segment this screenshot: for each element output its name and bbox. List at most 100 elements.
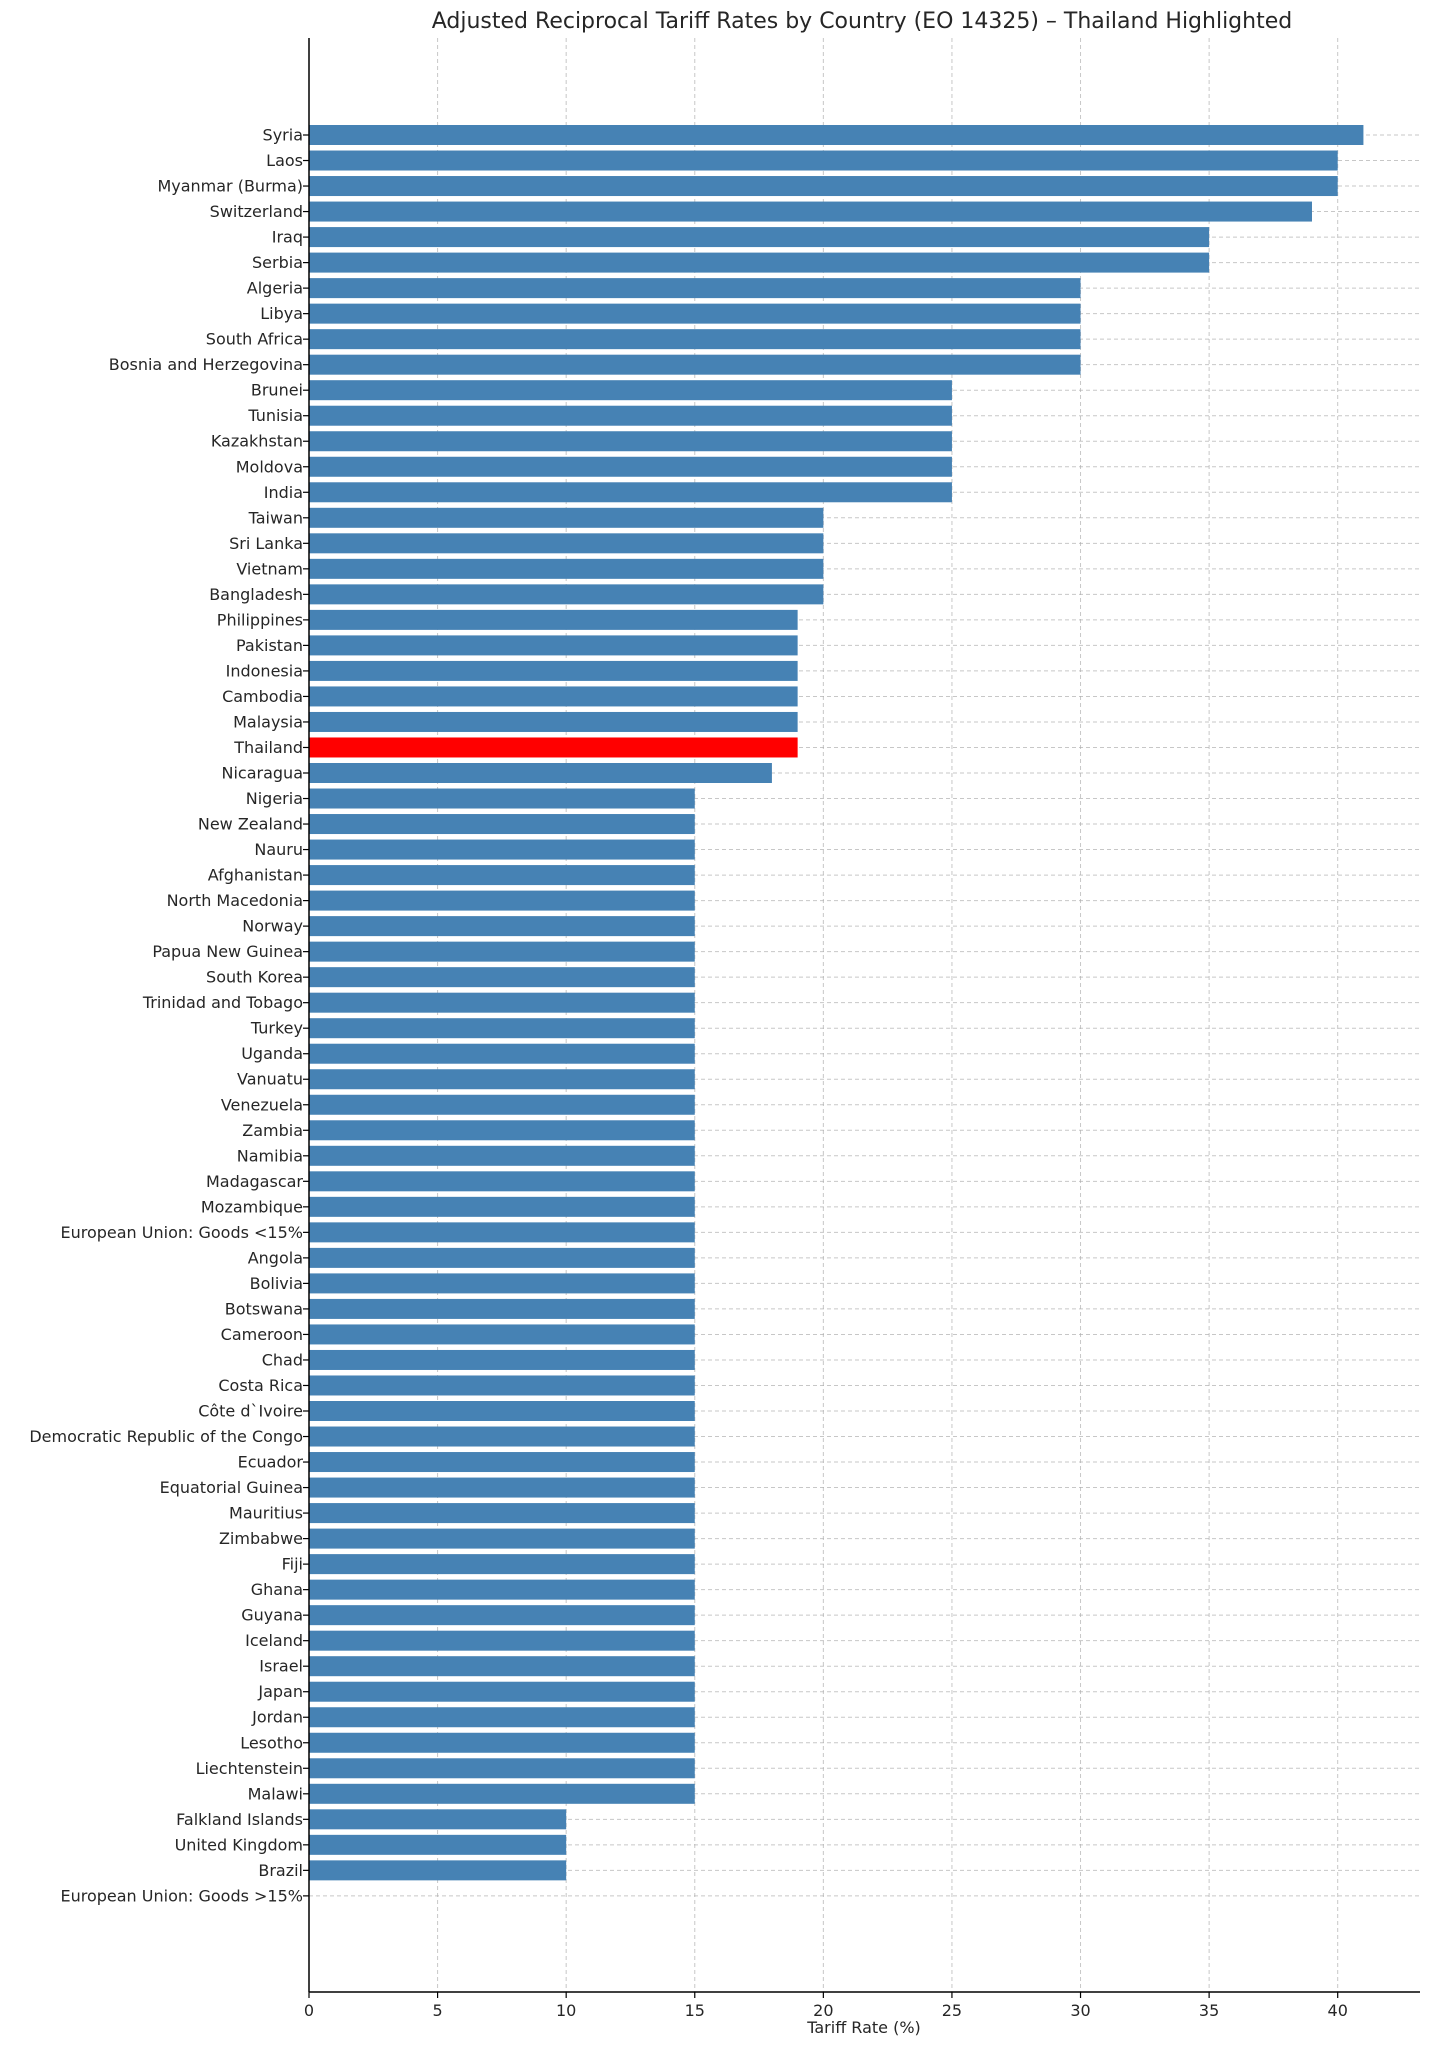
bar — [309, 1732, 695, 1753]
bar — [309, 1783, 695, 1804]
y-tick-label: Zimbabwe — [219, 1529, 303, 1548]
bar — [309, 1656, 695, 1677]
y-tick-label: Laos — [266, 151, 303, 170]
bar — [309, 1298, 695, 1319]
y-tick-label: Cambodia — [222, 687, 303, 706]
bar — [309, 558, 824, 579]
bar — [309, 814, 695, 835]
y-tick-label: Bangladesh — [209, 585, 303, 604]
bar — [309, 1094, 695, 1115]
x-tick-label: 10 — [556, 2001, 576, 2020]
y-tick-label: Liechtenstein — [196, 1759, 303, 1778]
bar — [309, 890, 695, 911]
bar — [309, 1758, 695, 1779]
y-tick-label: Papua New Guinea — [152, 942, 303, 961]
y-tick-label: Myanmar (Burma) — [157, 177, 303, 196]
bar — [309, 1834, 567, 1855]
bar — [309, 405, 952, 426]
bar — [309, 1171, 695, 1192]
bar — [309, 303, 1081, 324]
bar — [309, 763, 772, 783]
y-tick-label: Turkey — [250, 1019, 303, 1038]
y-tick-label: Fiji — [282, 1555, 303, 1574]
x-tick-label: 0 — [304, 2001, 314, 2020]
bar — [309, 609, 798, 630]
y-tick-label: Libya — [260, 304, 303, 323]
y-tick-label: Norway — [242, 917, 303, 936]
y-tick-label: Thailand — [233, 738, 303, 757]
bar — [309, 865, 695, 886]
y-tick-label: European Union: Goods >15% — [60, 1886, 303, 1905]
bar — [309, 176, 1338, 197]
y-tick-label: Iceland — [245, 1631, 303, 1650]
bar — [309, 1860, 567, 1881]
y-tick-label: Syria — [263, 126, 303, 145]
y-tick-label: Bosnia and Herzegovina — [109, 355, 303, 374]
y-tick-label: Afghanistan — [208, 866, 303, 885]
x-tick-label: 35 — [1199, 2001, 1219, 2020]
x-tick-label: 5 — [432, 2001, 442, 2020]
bar — [309, 1145, 695, 1166]
bar — [309, 1069, 695, 1090]
bar — [309, 1043, 695, 1064]
bar-highlighted — [309, 737, 798, 758]
x-axis-label: Tariff Rate (%) — [806, 2018, 921, 2037]
x-tick-labels: 0 5 10 15 20 25 30 35 40 — [304, 1992, 1348, 2020]
bar — [309, 1681, 695, 1702]
bar — [309, 278, 1081, 299]
y-tick-label: Guyana — [241, 1606, 303, 1625]
bar — [309, 1707, 695, 1728]
bar — [309, 967, 695, 988]
bar — [309, 380, 952, 401]
y-tick-label: Israel — [259, 1657, 303, 1676]
y-tick-label: Costa Rica — [218, 1376, 303, 1395]
bar — [309, 660, 798, 681]
y-tick-label: Kazakhstan — [211, 432, 303, 451]
x-tick-label: 25 — [942, 2001, 962, 2020]
y-tick-label: Mozambique — [201, 1197, 303, 1216]
y-tick-label: Madagascar — [206, 1172, 303, 1191]
y-tick-label: Lesotho — [240, 1733, 303, 1752]
y-tick-label: Philippines — [217, 610, 303, 629]
bar — [309, 941, 695, 962]
bar — [309, 1196, 695, 1217]
bar — [309, 788, 695, 809]
y-tick-label: Botswana — [225, 1299, 303, 1318]
y-tick-label: Brunei — [251, 381, 303, 400]
bar — [309, 1503, 695, 1524]
y-tick-label: Vietnam — [236, 559, 303, 578]
bar — [309, 227, 1210, 248]
x-tick-label: 40 — [1328, 2001, 1348, 2020]
bar — [309, 686, 798, 707]
bar — [309, 1349, 695, 1370]
bar — [309, 711, 798, 732]
y-tick-label: Iraq — [272, 228, 303, 247]
bar — [309, 1809, 567, 1830]
y-tick-label: Moldova — [236, 457, 303, 476]
y-tick-label: Japan — [257, 1682, 303, 1701]
bar — [309, 1247, 695, 1268]
bar — [309, 1452, 695, 1473]
y-tick-label: Equatorial Guinea — [160, 1478, 303, 1497]
bar — [309, 125, 1364, 145]
bar — [309, 916, 695, 937]
y-tick-labels: Syria Laos Myanmar (Burma) Switzerland Iraq S… — [29, 126, 309, 1905]
y-tick-label: New Zealand — [198, 815, 303, 834]
y-tick-label: Uganda — [241, 1044, 303, 1063]
bar — [309, 1528, 695, 1549]
bar — [309, 482, 952, 503]
y-tick-label: Switzerland — [210, 202, 303, 221]
y-tick-label: Namibia — [237, 1146, 303, 1165]
y-tick-label: Sri Lanka — [229, 534, 303, 553]
y-tick-label: Ghana — [251, 1580, 303, 1599]
y-tick-label: Serbia — [252, 253, 303, 272]
y-tick-label: Nicaragua — [222, 764, 304, 783]
y-tick-label: United Kingdom — [175, 1835, 303, 1854]
bar — [309, 533, 824, 554]
bar — [309, 1401, 695, 1421]
y-tick-label: Chad — [262, 1350, 303, 1369]
y-tick-label: North Macedonia — [167, 891, 303, 910]
y-tick-label: Nauru — [254, 840, 303, 859]
y-tick-label: Zambia — [242, 1121, 303, 1140]
